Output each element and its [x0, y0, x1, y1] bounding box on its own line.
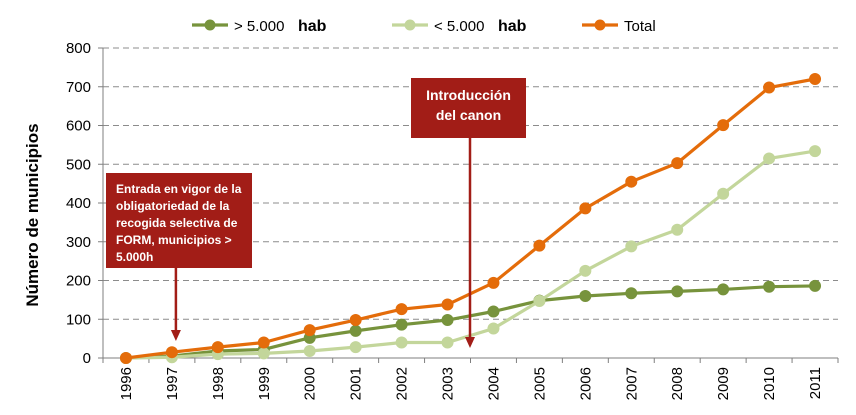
data-point [579, 290, 592, 302]
legend-swatch-marker [404, 19, 416, 31]
data-point [349, 314, 362, 327]
y-tick-label: 0 [83, 350, 91, 367]
annotation-text: Introducción [426, 87, 511, 103]
y-tick-label: 800 [66, 40, 91, 57]
x-tick-label: 2009 [715, 367, 732, 400]
data-point [763, 81, 776, 94]
x-tick-label: 2007 [623, 367, 640, 400]
x-tick-label: 1998 [210, 367, 227, 400]
y-tick-label: 700 [66, 79, 91, 96]
x-tick-label: 2002 [394, 367, 411, 400]
annotation-text: Entrada en vigor de la [116, 182, 242, 196]
y-tick-label: 100 [66, 311, 91, 328]
legend-label-suffix: hab [498, 18, 527, 35]
data-point [257, 336, 270, 349]
annotation-box [411, 78, 526, 138]
x-tick-label: 2011 [807, 367, 824, 399]
data-point [211, 341, 224, 354]
legend-swatch-marker [594, 19, 606, 31]
legend-label: Total [624, 18, 656, 35]
legend-label: > 5.000 [234, 18, 284, 35]
data-point [533, 295, 546, 308]
x-tick-label: 2003 [440, 367, 457, 400]
x-tick-label: 2000 [302, 367, 319, 400]
x-tick-label: 2006 [577, 367, 594, 400]
data-point [671, 223, 684, 236]
y-tick-label: 200 [66, 273, 91, 290]
legend-label-suffix: hab [298, 18, 327, 35]
x-tick-label: 2008 [669, 367, 686, 400]
data-point [625, 175, 638, 188]
data-point [809, 145, 822, 158]
annotation-text: obligatoriedad de la [116, 199, 230, 213]
data-point [809, 279, 822, 292]
data-point [625, 240, 638, 253]
data-point [487, 276, 500, 289]
legend-swatch-marker [204, 19, 216, 31]
data-point [671, 157, 684, 170]
data-point [395, 336, 408, 349]
data-point [441, 314, 454, 327]
data-point [579, 264, 592, 277]
data-point [349, 341, 362, 354]
annotation-text: recogida selectiva de [116, 216, 238, 230]
y-tick-label: 400 [66, 195, 91, 212]
data-point [487, 322, 500, 335]
legend: > 5.000 hab < 5.000 hab Total [192, 18, 656, 35]
annotation-text: del canon [436, 107, 501, 123]
data-point [395, 318, 408, 331]
y-tick-label: 600 [66, 118, 91, 135]
annotation-arrowhead [170, 330, 181, 341]
data-point [441, 336, 454, 349]
data-point [395, 303, 408, 316]
axes: 0 100 200 300 400 500 600 700 800 1996 1997 1998 199… [66, 40, 839, 400]
data-point [579, 202, 592, 215]
x-tick-label: 2004 [485, 367, 502, 400]
data-point [763, 152, 776, 165]
y-tick-label: 300 [66, 234, 91, 251]
annotation-arrowhead [465, 337, 475, 348]
data-point [303, 345, 316, 358]
data-point [809, 73, 822, 85]
data-point [257, 347, 270, 360]
y-axis-label: Número de municipios [23, 123, 42, 306]
legend-label: < 5.000 [434, 18, 484, 35]
x-tick-label: 2001 [348, 367, 365, 400]
data-point [303, 324, 316, 337]
annotation-text: FORM, municipios > [116, 233, 232, 247]
annotation-box [106, 173, 252, 268]
data-point [717, 283, 730, 296]
x-tick-label: 2005 [531, 367, 548, 400]
data-point [625, 287, 638, 300]
annotation-text: 5.000h [116, 250, 153, 264]
data-point [763, 280, 776, 293]
x-tick-label: 1997 [164, 367, 181, 400]
x-tick-label: 1996 [118, 367, 135, 400]
data-point [349, 324, 362, 337]
data-point [717, 119, 730, 132]
data-point [119, 352, 132, 364]
data-point [165, 346, 178, 359]
data-point [671, 285, 684, 298]
annotations: Entrada en vigor de la obligatoriedad de … [106, 78, 526, 348]
y-tick-label: 500 [66, 156, 91, 173]
data-point [533, 239, 546, 252]
data-point [717, 187, 730, 200]
data-point [487, 305, 500, 318]
x-tick-label: 2010 [761, 367, 778, 400]
data-point [441, 298, 454, 311]
x-tick-label: 1999 [256, 367, 273, 400]
